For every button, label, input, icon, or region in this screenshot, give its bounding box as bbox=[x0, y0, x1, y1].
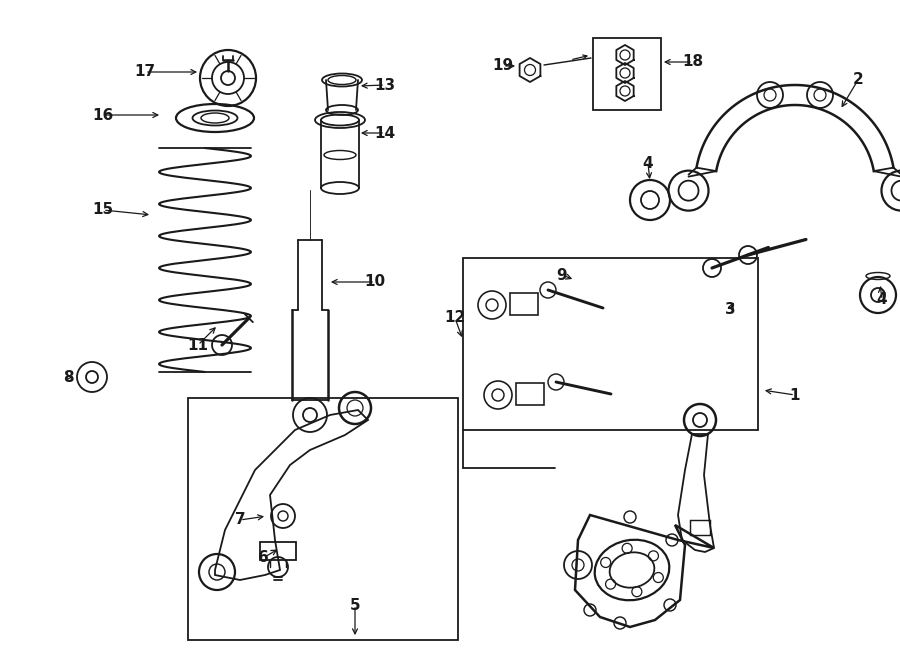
Text: 6: 6 bbox=[257, 551, 268, 566]
Text: 9: 9 bbox=[557, 268, 567, 282]
Bar bbox=[690, 520, 710, 535]
Text: 14: 14 bbox=[374, 126, 396, 141]
Text: 3: 3 bbox=[724, 303, 735, 317]
Text: 19: 19 bbox=[492, 59, 514, 73]
Text: 17: 17 bbox=[134, 65, 156, 79]
Bar bbox=[593, 38, 661, 110]
Text: 10: 10 bbox=[364, 274, 385, 290]
Text: 11: 11 bbox=[187, 338, 209, 352]
Bar bbox=[188, 398, 458, 640]
Bar bbox=[516, 383, 544, 405]
Text: 15: 15 bbox=[93, 202, 113, 217]
Text: 18: 18 bbox=[682, 54, 704, 69]
Text: 12: 12 bbox=[445, 311, 465, 325]
Text: 4: 4 bbox=[643, 155, 653, 171]
Text: 8: 8 bbox=[63, 369, 73, 385]
Text: 2: 2 bbox=[852, 73, 863, 87]
Bar bbox=[463, 258, 758, 430]
Text: 1: 1 bbox=[790, 387, 800, 403]
Text: 16: 16 bbox=[93, 108, 113, 122]
Text: 13: 13 bbox=[374, 77, 396, 93]
Text: 5: 5 bbox=[350, 598, 360, 613]
Bar bbox=[260, 542, 296, 560]
Bar bbox=[510, 293, 538, 315]
Text: 7: 7 bbox=[235, 512, 246, 527]
Text: 4: 4 bbox=[877, 293, 887, 307]
